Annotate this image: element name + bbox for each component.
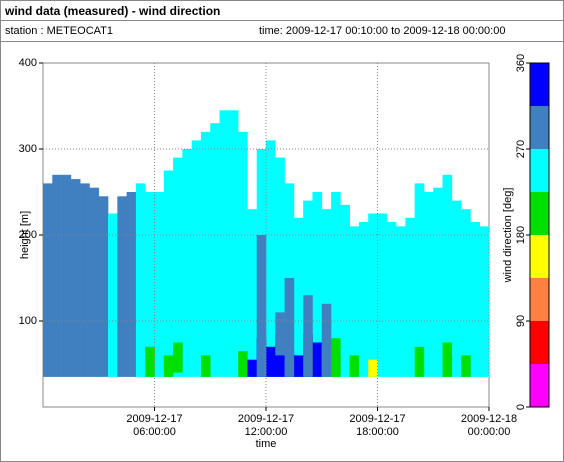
colorbar-bin [530, 192, 549, 235]
y-axis-label: height [m] [19, 211, 31, 259]
cell [321, 209, 332, 377]
cell [368, 359, 378, 377]
cell [145, 346, 155, 377]
colorbar-tick-label: 180 [515, 226, 527, 244]
cell [247, 359, 258, 377]
cell [145, 192, 155, 377]
cell [173, 342, 183, 373]
cell [219, 110, 230, 377]
separator [1, 41, 563, 42]
cell [442, 174, 453, 377]
x-tick-label: 2009-12-17 12:00:00 [237, 413, 295, 438]
x-tick-label: 2009-12-17 18:00:00 [349, 413, 406, 438]
cell [396, 226, 406, 377]
cell [377, 213, 388, 377]
cell [442, 342, 453, 377]
colorbar-bin [530, 364, 549, 407]
colorbar-bin [530, 106, 549, 149]
colorbar-bin [530, 63, 549, 106]
colorbar-tick-label: 0 [515, 404, 527, 410]
colorbar-label: wind direction [deg] [502, 188, 514, 284]
cell [405, 217, 415, 377]
colorbar-tick-label: 360 [515, 54, 527, 72]
cell [256, 235, 267, 377]
cell [349, 355, 360, 377]
cell [479, 226, 490, 377]
x-tick-label: 2009-12-18 00:00:00 [460, 413, 518, 438]
cell [433, 187, 443, 377]
cell [98, 196, 109, 377]
cell [228, 110, 239, 377]
cell [303, 295, 313, 377]
cell [470, 222, 481, 377]
cell [340, 204, 350, 377]
cell [200, 355, 211, 377]
cell [386, 222, 397, 377]
cell [368, 213, 378, 377]
y-tick-label: 400 [19, 57, 37, 69]
time-range: time: 2009-12-17 00:10:00 to 2009-12-18 … [259, 25, 506, 37]
cell [126, 192, 137, 377]
cell [266, 346, 276, 377]
cell [117, 196, 127, 377]
cell [414, 346, 425, 377]
colorbar-tick-label: 90 [515, 315, 527, 327]
cell [293, 355, 304, 377]
cell [423, 192, 434, 377]
cell [312, 342, 323, 377]
cell [163, 170, 174, 377]
cell [275, 157, 285, 377]
cell [349, 226, 360, 377]
cell [331, 192, 341, 377]
panel-title: wind data (measured) - wind direction [1, 1, 563, 21]
cell [163, 355, 174, 377]
cell [61, 174, 72, 377]
colorbar-bin [530, 321, 549, 364]
colorbar-tick-label: 270 [515, 140, 527, 158]
cell [275, 312, 285, 356]
x-axis-label: time [256, 438, 277, 450]
colorbar-bin [530, 235, 549, 278]
cell [461, 355, 471, 377]
cell [182, 149, 192, 377]
cell [191, 140, 202, 377]
cell [247, 209, 258, 377]
x-tick-label: 2009-12-17 06:00:00 [126, 413, 183, 438]
cell [303, 200, 313, 377]
cell [70, 179, 81, 377]
cell [461, 209, 471, 377]
cell [238, 351, 248, 377]
cell [284, 278, 295, 377]
cell [238, 131, 248, 377]
cell [52, 174, 62, 377]
colorbar-bin [530, 149, 549, 192]
y-tick-label: 200 [19, 229, 37, 241]
y-tick-label: 300 [19, 143, 37, 155]
cell [80, 183, 90, 377]
cell [321, 303, 332, 377]
cell [312, 192, 323, 377]
cell [108, 213, 118, 377]
cell [293, 217, 304, 377]
station: station : METEOCAT1 [5, 25, 113, 37]
cell [43, 183, 53, 377]
cell [89, 187, 100, 377]
colorbar-bin [530, 278, 549, 321]
cell [173, 157, 183, 377]
cell [266, 140, 276, 377]
cell [200, 131, 211, 377]
cell [451, 200, 462, 377]
cell [331, 338, 341, 377]
cell [154, 192, 165, 377]
cell [414, 183, 425, 377]
y-tick-label: 100 [19, 315, 37, 327]
cell [358, 222, 369, 377]
cell [135, 183, 146, 377]
cell [210, 123, 220, 377]
